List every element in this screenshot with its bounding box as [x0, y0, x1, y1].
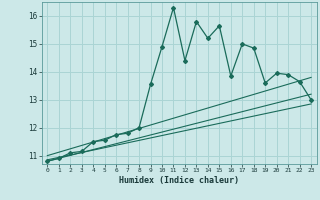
X-axis label: Humidex (Indice chaleur): Humidex (Indice chaleur): [119, 176, 239, 185]
